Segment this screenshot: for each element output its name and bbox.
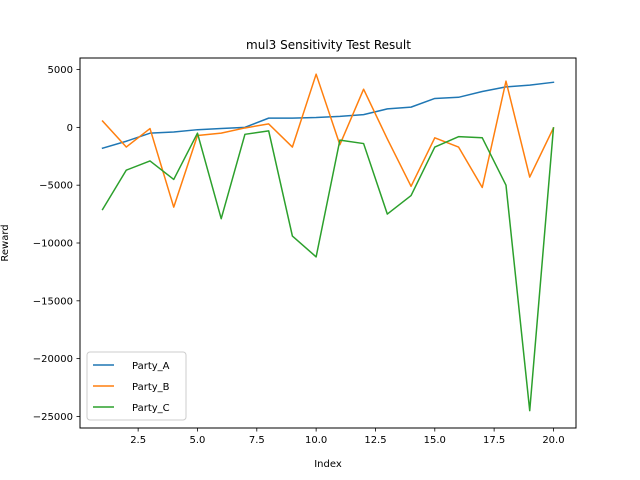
y-tick-label: −10000 <box>33 239 73 250</box>
x-axis-label: Index <box>314 459 342 470</box>
y-axis: 5000 0 −5000 −10000 −15000 −20000 −25000 <box>33 65 80 423</box>
y-tick-label: 0 <box>67 123 73 134</box>
x-tick-label: 17.5 <box>483 435 505 446</box>
series-line-party-b <box>101 73 555 208</box>
x-tick-label: 10.0 <box>305 435 327 446</box>
x-tick-label: 5.0 <box>190 435 206 446</box>
y-tick-label: −5000 <box>39 181 73 192</box>
legend-box <box>86 351 187 421</box>
x-tick-label: 15.0 <box>424 435 446 446</box>
legend-label-party-b: Party_B <box>132 382 170 393</box>
series-layer <box>101 73 555 412</box>
legend-label-party-a: Party_A <box>132 361 170 372</box>
series-line-party-c <box>101 127 555 412</box>
y-tick-label: −25000 <box>33 412 73 423</box>
x-axis: 2.5 5.0 7.5 10.0 12.5 15.0 17.5 20.0 <box>130 428 565 446</box>
x-tick-label: 12.5 <box>364 435 386 446</box>
chart-title: mul3 Sensitivity Test Result <box>246 38 411 52</box>
y-tick-label: 5000 <box>48 65 73 76</box>
x-tick-label: 2.5 <box>130 435 146 446</box>
y-axis-label: Reward <box>0 224 11 261</box>
y-tick-label: −20000 <box>33 354 73 365</box>
series-line-party-a <box>101 81 555 150</box>
x-tick-label: 20.0 <box>542 435 564 446</box>
legend: Party_A Party_B Party_C <box>86 351 187 421</box>
legend-label-party-c: Party_C <box>132 403 170 414</box>
x-tick-label: 7.5 <box>249 435 265 446</box>
y-tick-label: −15000 <box>33 296 73 307</box>
